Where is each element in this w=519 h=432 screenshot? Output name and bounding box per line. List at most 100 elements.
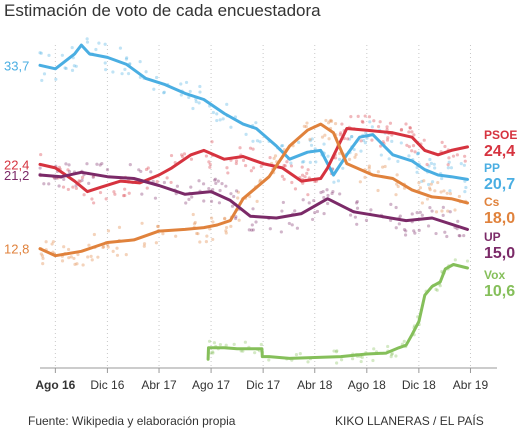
poll-dot [236, 190, 240, 194]
poll-dot [453, 208, 457, 212]
poll-dot [339, 131, 343, 135]
poll-dot [202, 199, 206, 203]
start-label-pp: 33,7 [4, 58, 29, 73]
poll-dot [397, 222, 401, 226]
poll-dot [321, 190, 325, 194]
poll-dot [195, 231, 199, 236]
poll-dot [223, 217, 227, 221]
poll-dot [70, 68, 75, 72]
poll-dot [312, 198, 316, 203]
poll-dot [390, 352, 394, 356]
poll-dot [422, 179, 426, 183]
poll-dot [162, 91, 166, 95]
poll-dot [333, 122, 338, 126]
x-tick-label: Abr 19 [453, 378, 489, 392]
poll-dot [441, 205, 445, 210]
poll-dot [405, 143, 409, 147]
poll-dot [64, 66, 68, 71]
poll-dot [268, 227, 272, 231]
poll-dot [234, 216, 238, 221]
poll-dot [453, 258, 457, 262]
poll-dot [214, 181, 218, 185]
poll-dot [218, 188, 222, 193]
poll-dot [420, 201, 424, 205]
poll-dot [428, 206, 432, 210]
poll-dot [376, 188, 380, 193]
x-tick-label: Dic 17 [246, 378, 280, 392]
poll-dot [326, 121, 331, 125]
poll-dot [282, 163, 286, 168]
poll-dot [413, 150, 417, 154]
poll-dot [360, 355, 364, 359]
poll-dot [306, 193, 310, 197]
poll-dot [385, 138, 390, 142]
poll-dot [385, 125, 389, 129]
poll-dot [47, 182, 51, 186]
poll-dot [311, 217, 315, 222]
series-name-psoe: PSOE [484, 128, 517, 142]
poll-dot [433, 166, 437, 170]
poll-dot [127, 191, 131, 195]
poll-dot [457, 233, 461, 238]
poll-dot [389, 355, 393, 359]
poll-dot [53, 176, 57, 181]
poll-dot [418, 210, 422, 214]
poll-dot [192, 222, 197, 226]
poll-dot [62, 177, 66, 181]
poll-dot [404, 122, 408, 126]
poll-dot [139, 169, 143, 174]
poll-dot [329, 118, 333, 122]
poll-dot [281, 200, 285, 205]
poll-dot [69, 255, 73, 259]
poll-dot [451, 154, 456, 158]
poll-dot [394, 354, 398, 358]
poll-dot [300, 165, 304, 169]
poll-dot [51, 240, 56, 244]
poll-dot [462, 163, 466, 167]
poll-dot [87, 181, 91, 185]
poll-dot [60, 53, 64, 57]
poll-dot [140, 221, 144, 225]
poll-dot [156, 224, 160, 229]
poll-dot [210, 140, 214, 144]
poll-dot [441, 213, 445, 217]
series-line-vox [206, 263, 469, 361]
poll-dot [40, 78, 44, 83]
poll-dot [97, 41, 101, 45]
poll-dot [209, 216, 214, 220]
poll-dot [355, 222, 359, 226]
poll-dot [156, 224, 160, 228]
poll-dot [280, 174, 285, 179]
poll-dot [207, 160, 211, 164]
poll-dot [427, 186, 432, 190]
poll-dot [64, 162, 68, 166]
poll-dot [244, 132, 248, 137]
poll-dot [446, 209, 450, 213]
poll-dot [359, 149, 363, 153]
poll-dot [443, 230, 447, 234]
poll-dot [211, 351, 215, 355]
poll-dot [429, 182, 433, 186]
poll-dot [184, 201, 188, 205]
poll-dot [249, 169, 253, 173]
poll-dot [142, 244, 146, 248]
poll-dot [449, 166, 454, 170]
poll-dot [85, 37, 89, 41]
poll-dot [417, 181, 421, 185]
poll-dot [140, 192, 144, 196]
poll-dot [447, 156, 451, 160]
poll-dot [436, 180, 440, 185]
poll-dot [389, 353, 394, 357]
poll-dot [379, 153, 383, 157]
poll-dot [289, 161, 293, 165]
poll-dot [434, 287, 438, 291]
poll-dot [323, 133, 327, 137]
poll-dot [196, 232, 200, 236]
poll-dot [415, 152, 420, 156]
poll-dot [420, 179, 424, 184]
poll-dot [293, 209, 297, 213]
poll-dot [386, 344, 390, 349]
poll-dot [38, 51, 42, 55]
poll-dot [121, 194, 126, 198]
poll-dot [426, 224, 431, 228]
